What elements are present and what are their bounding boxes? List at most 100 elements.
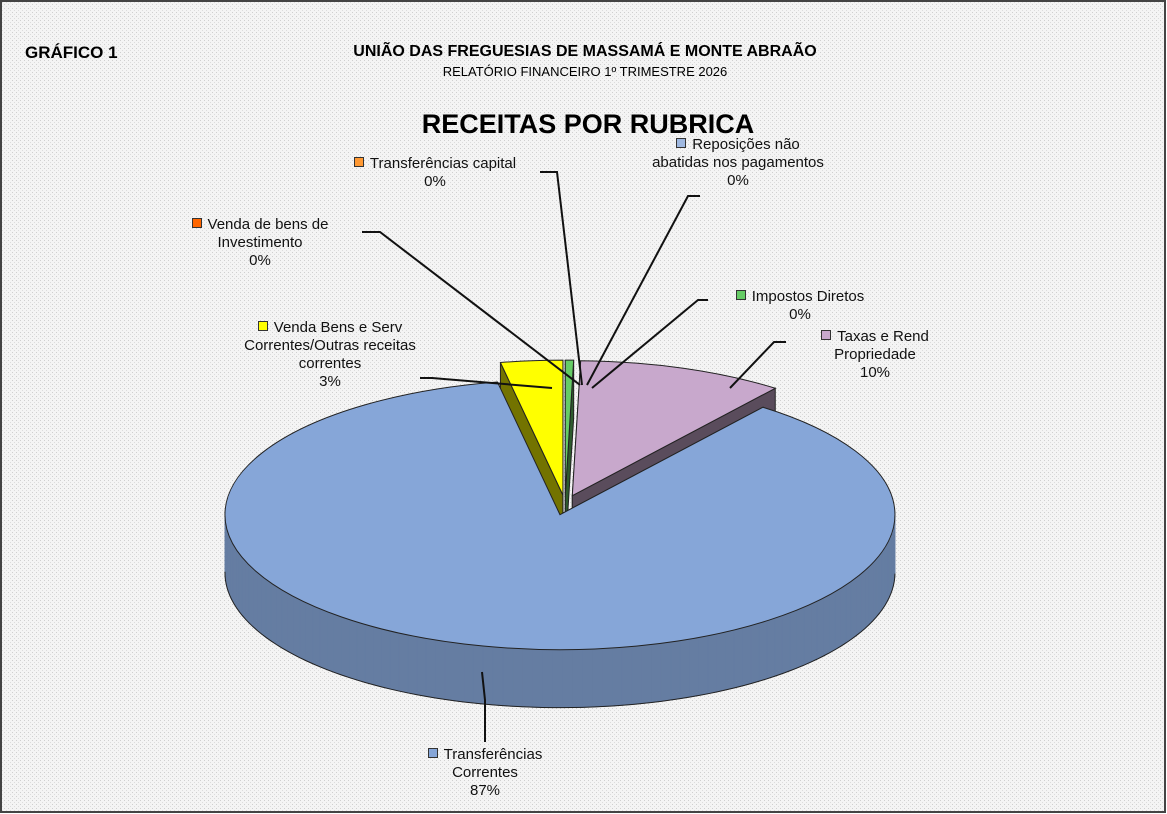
legend-swatch — [191, 218, 202, 228]
slice-side — [855, 573, 862, 637]
slice-side — [660, 641, 672, 702]
slice-side — [381, 628, 391, 690]
slice-side — [621, 646, 633, 706]
slice-side — [275, 585, 283, 649]
slice-side — [878, 550, 883, 615]
category-name: Venda de bens de Investimento — [207, 216, 329, 251]
slice — [564, 359, 575, 496]
slice-side — [707, 633, 717, 695]
legend-swatch — [821, 330, 832, 340]
slice-side — [270, 582, 277, 646]
slice-side — [840, 583, 847, 647]
slice-side — [651, 642, 662, 703]
category-name: Venda Bens e Serv Correntes/Outras recei… — [244, 319, 416, 372]
slice-side — [724, 629, 735, 691]
slice-side — [834, 587, 842, 651]
value-label: 0% — [789, 306, 811, 323]
slice-side — [670, 640, 681, 701]
slice-side — [789, 609, 798, 672]
slice-side — [256, 571, 262, 635]
slice-side — [252, 567, 258, 632]
slice-side — [341, 616, 350, 679]
slice-side — [796, 606, 805, 669]
slice-side — [248, 564, 254, 628]
slice-side — [823, 594, 830, 657]
value-label: 0% — [249, 252, 271, 269]
slice-side — [305, 602, 314, 665]
slice-label: Venda de bens de Investimento 0% — [160, 216, 360, 270]
slice-side — [845, 580, 852, 644]
category-name: Reposições não abatidas nos pagamentos — [652, 136, 824, 171]
slice-side — [742, 625, 752, 687]
slice-side — [868, 562, 874, 626]
slice-side — [816, 597, 824, 660]
slice-side — [864, 565, 870, 630]
slice — [571, 360, 777, 497]
slice-side — [299, 599, 307, 662]
slice-side — [326, 610, 335, 673]
slice-side — [444, 640, 455, 702]
slice-side — [398, 632, 409, 694]
slice-label: Transferências Correntes 87% — [395, 746, 575, 800]
slice-side — [502, 647, 514, 707]
slice-side — [875, 554, 880, 619]
slice-label: Taxas e Rend Propriedade 10% — [795, 328, 955, 382]
slice-side — [631, 645, 643, 705]
slice-side — [373, 626, 383, 688]
slice-side — [774, 615, 783, 677]
slice-side — [389, 630, 400, 692]
slice-side — [425, 637, 436, 699]
slice-side — [293, 595, 301, 659]
slice-side — [287, 592, 294, 656]
slice-side — [434, 639, 446, 700]
slice-side — [698, 635, 709, 697]
slice-side — [241, 556, 246, 621]
slice-side — [860, 569, 866, 633]
slice-side — [492, 646, 504, 707]
slice-label: Venda Bens e Serv Correntes/Outras recei… — [212, 319, 448, 391]
slice-side — [364, 623, 374, 686]
slice-side — [416, 636, 427, 697]
slice-side — [522, 648, 533, 708]
slice-side — [453, 642, 465, 703]
slice-side — [261, 575, 267, 639]
legend-swatch — [353, 157, 364, 167]
slice-label: Impostos Diretos 0% — [700, 288, 900, 324]
slice-side — [542, 649, 553, 709]
header: UNIÃO DAS FREGUESIAS DE MASSAMÁ E MONTE … — [353, 40, 816, 60]
slice — [499, 359, 564, 496]
value-label: 10% — [859, 364, 891, 381]
value-label: 0% — [424, 173, 446, 190]
pie — [224, 359, 896, 709]
slice-side — [803, 603, 812, 666]
value-label: 87% — [469, 782, 501, 799]
legend-swatch — [257, 321, 268, 331]
slice-side — [407, 634, 418, 696]
slice-side — [612, 646, 623, 707]
slice-side — [582, 648, 593, 708]
slice-side — [238, 552, 243, 617]
slice-side — [758, 620, 768, 682]
slice-side — [562, 649, 573, 709]
legend-swatch — [676, 138, 687, 148]
slice-side — [641, 644, 652, 704]
slice-side — [766, 617, 776, 680]
slice-side — [829, 590, 836, 654]
slice-side — [602, 647, 613, 707]
slice-side — [733, 627, 743, 689]
slice-side — [333, 613, 342, 676]
slice-side — [679, 638, 690, 700]
slice-side — [348, 619, 358, 681]
slice-side — [319, 608, 328, 671]
slice-side — [245, 560, 250, 624]
slice — [224, 381, 896, 651]
slice-side — [236, 548, 240, 613]
slice-side — [716, 631, 726, 693]
slice-side — [750, 622, 760, 685]
slice-side — [592, 648, 603, 708]
slice-side — [850, 576, 857, 641]
slice-side — [872, 558, 877, 623]
slice-side — [265, 578, 272, 642]
